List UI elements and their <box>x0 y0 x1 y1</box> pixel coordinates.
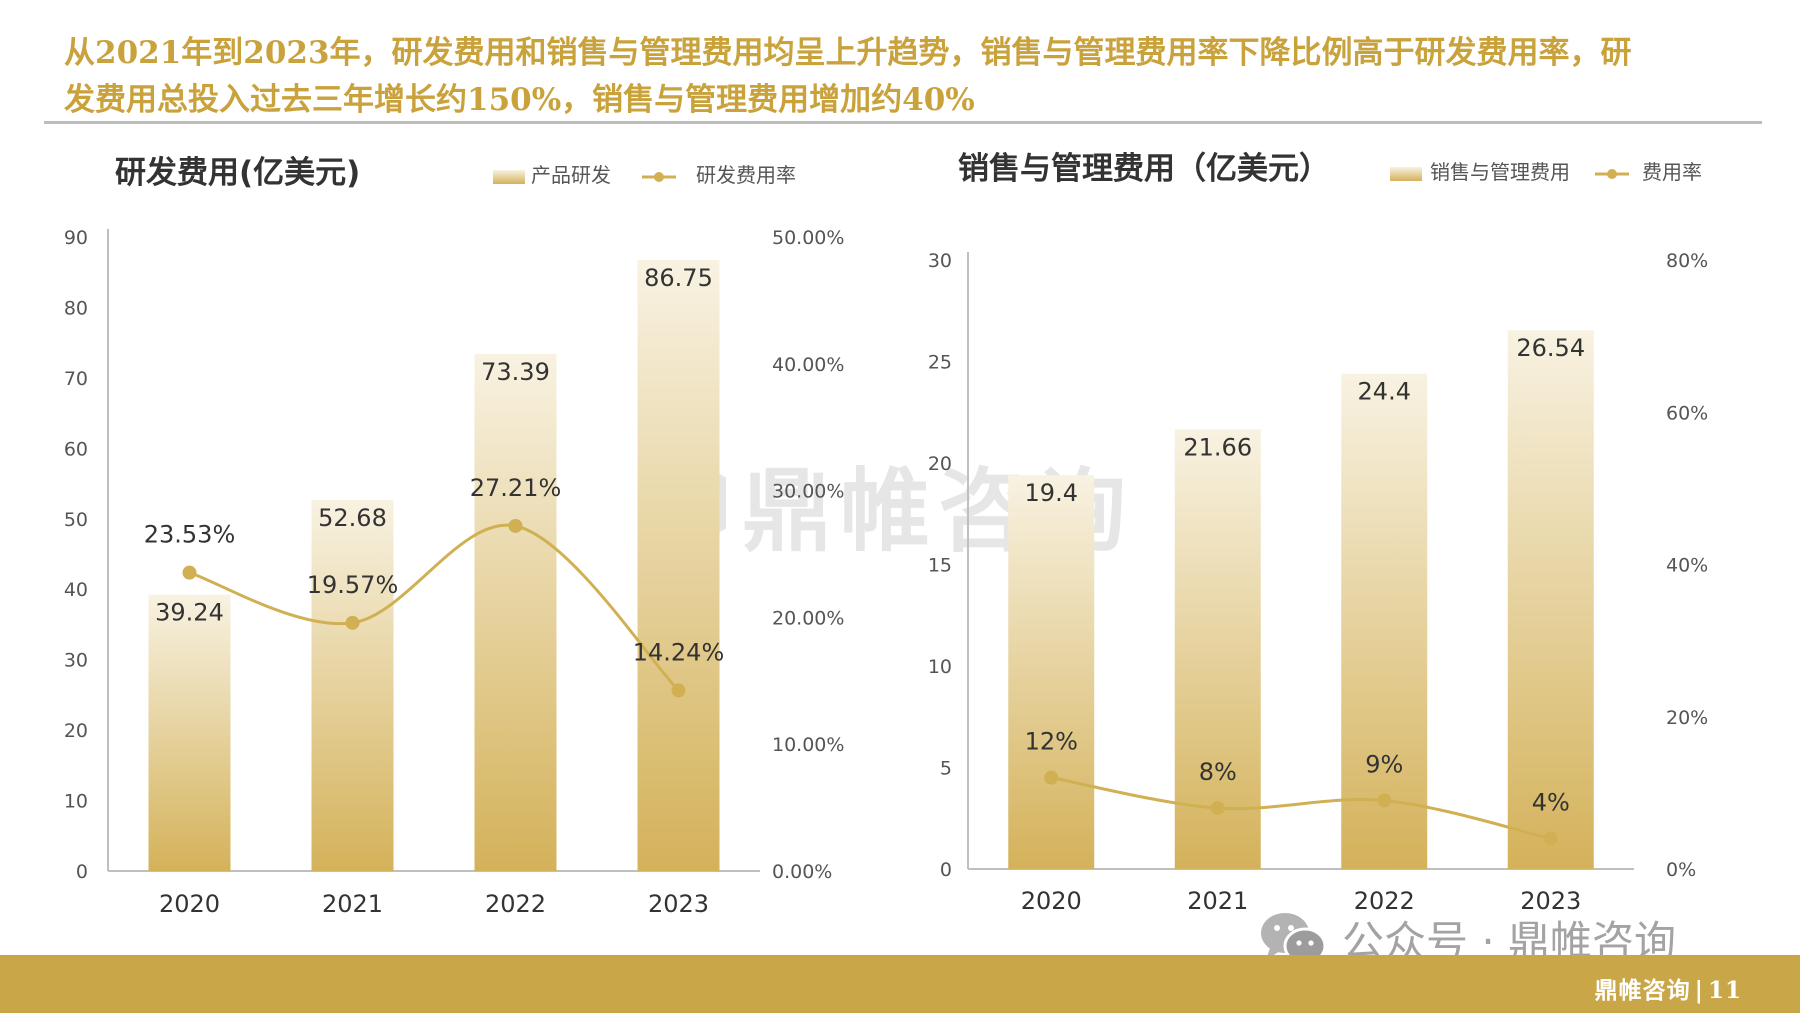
chart-2-legend-bar-label: 销售与管理费用 <box>1430 160 1570 184</box>
chart-1-title: 研发费用(亿美元) <box>115 155 360 191</box>
chart-1-rate-point <box>508 518 523 533</box>
chart-1-ytick-label: 0 <box>76 861 88 883</box>
chart-2-legend-line-label: 费用率 <box>1642 160 1702 184</box>
chart-2-y2tick-label: 80% <box>1666 250 1708 272</box>
chart-1-y2tick-label: 40.00% <box>772 354 844 376</box>
headline-line-2: 发费用总投入过去三年增长约150%，销售与管理费用增加约40% <box>64 82 975 118</box>
chart-1-y2tick-label: 0.00% <box>772 861 832 883</box>
chart-2-rate-point <box>1044 770 1059 785</box>
chart-1-ytick-label: 70 <box>64 368 88 390</box>
chart-2-category-label: 2020 <box>1021 887 1082 915</box>
chart-1-legend-line-marker <box>654 172 664 182</box>
chart-1-bar-label: 73.39 <box>481 358 550 386</box>
chart-2-legend-bar-swatch <box>1390 167 1422 181</box>
chart-1-y2tick-label: 20.00% <box>772 607 844 629</box>
chart-1-bar <box>637 259 720 872</box>
chart-2-category-label: 2021 <box>1187 887 1248 915</box>
chart-2-bar <box>1341 373 1428 869</box>
chart-2-rate-label: 12% <box>1025 728 1078 756</box>
chart-1-y2tick-label: 10.00% <box>772 734 844 756</box>
chart-1-category-label: 2021 <box>322 890 383 918</box>
chart-2-ytick-label: 30 <box>928 250 952 272</box>
chart-2-y2tick-label: 0% <box>1666 859 1696 881</box>
chart-2-rate-point <box>1210 801 1225 816</box>
chart-1-rate-label: 23.53% <box>144 521 236 549</box>
chart-1-rate-line <box>189 523 680 692</box>
chart-2-ytick-label: 25 <box>928 352 952 374</box>
chart-2-rate-label: 9% <box>1365 750 1403 778</box>
chart-1-category-label: 2020 <box>159 890 220 918</box>
chart-1-ytick-label: 60 <box>64 438 88 460</box>
chart-2-category-label: 2022 <box>1354 887 1415 915</box>
chart-2-ytick-label: 0 <box>940 859 952 881</box>
chart-1-ytick-label: 80 <box>64 297 88 319</box>
chart-2-y2tick-label: 20% <box>1666 707 1708 729</box>
chart-1-bar-label: 86.75 <box>644 264 713 292</box>
chart-1-rate-point <box>182 565 197 580</box>
chart-1-rate-label: 14.24% <box>633 638 725 666</box>
chart-1-ytick-label: 50 <box>64 509 88 531</box>
chart-2-y2tick-label: 60% <box>1666 402 1708 424</box>
chart-2-title: 销售与管理费用（亿美元） <box>958 151 1330 187</box>
chart-1-y2tick-label: 30.00% <box>772 481 844 503</box>
chart-1-ytick-label: 40 <box>64 579 88 601</box>
chart-1-rate-point <box>345 615 360 630</box>
chart-2-category-label: 2023 <box>1520 887 1581 915</box>
chart-2-ytick-label: 10 <box>928 656 952 678</box>
chart-1-bar <box>148 594 231 871</box>
chart-1-bar <box>311 499 394 871</box>
chart-1-rate-label: 27.21% <box>470 474 562 502</box>
chart-1-ytick-label: 20 <box>64 720 88 742</box>
chart-1-legend-line-label: 研发费用率 <box>696 163 796 187</box>
chart-2-ytick-label: 20 <box>928 453 952 475</box>
chart-1-ytick-label: 10 <box>64 791 88 813</box>
headline-line-1: 从2021年到2023年，研发费用和销售与管理费用均呈上升趋势，销售与管理费用率… <box>64 35 1632 71</box>
page-number: 11 <box>1707 977 1742 1004</box>
chart-2-bar-label: 26.54 <box>1516 334 1585 362</box>
chart-2-bar-label: 24.4 <box>1358 378 1411 406</box>
chart-2-rate-label: 8% <box>1199 758 1237 786</box>
headline-divider <box>44 121 1762 124</box>
chart-2-ytick-label: 15 <box>928 555 952 577</box>
chart-1-ytick-label: 30 <box>64 650 88 672</box>
chart-2-bar <box>1507 330 1594 869</box>
chart-2-y2tick-label: 40% <box>1666 555 1708 577</box>
chart-2-rate-point <box>1543 831 1558 846</box>
chart-2-bar-label: 21.66 <box>1183 433 1252 461</box>
chart-1-y2tick-label: 50.00% <box>772 227 844 249</box>
chart-2-rate-line <box>1050 776 1552 841</box>
chart-1-legend-bar-swatch <box>493 170 525 184</box>
chart-1-legend-bar-label: 产品研发 <box>531 163 611 187</box>
chart-1-rate-label: 19.57% <box>307 571 399 599</box>
chart-1-bar <box>474 354 557 872</box>
chart-1-rate-point <box>671 683 686 698</box>
chart-1-category-label: 2022 <box>485 890 546 918</box>
chart-2-rate-label: 4% <box>1532 789 1570 817</box>
footer-brand: 鼎帷咨询 | 11 <box>1594 977 1742 1004</box>
chart-2-bar-label: 19.4 <box>1025 479 1078 507</box>
footer-brand-name: 鼎帷咨询 <box>1594 977 1691 1004</box>
chart-1-category-label: 2023 <box>648 890 709 918</box>
chart-2-ytick-label: 5 <box>940 758 952 780</box>
footer-bar <box>0 955 1800 1013</box>
chart-1-bar-label: 39.24 <box>155 599 224 627</box>
chart-2-rate-point <box>1377 793 1392 808</box>
chart-1-ytick-label: 90 <box>64 227 88 249</box>
chart-2-bar <box>1008 475 1095 869</box>
chart-1-bar-label: 52.68 <box>318 504 387 532</box>
chart-2-bar <box>1174 429 1261 869</box>
chart-2-legend-line-marker <box>1607 169 1617 179</box>
headline: 从2021年到2023年，研发费用和销售与管理费用均呈上升趋势，销售与管理费用率… <box>64 30 1754 124</box>
